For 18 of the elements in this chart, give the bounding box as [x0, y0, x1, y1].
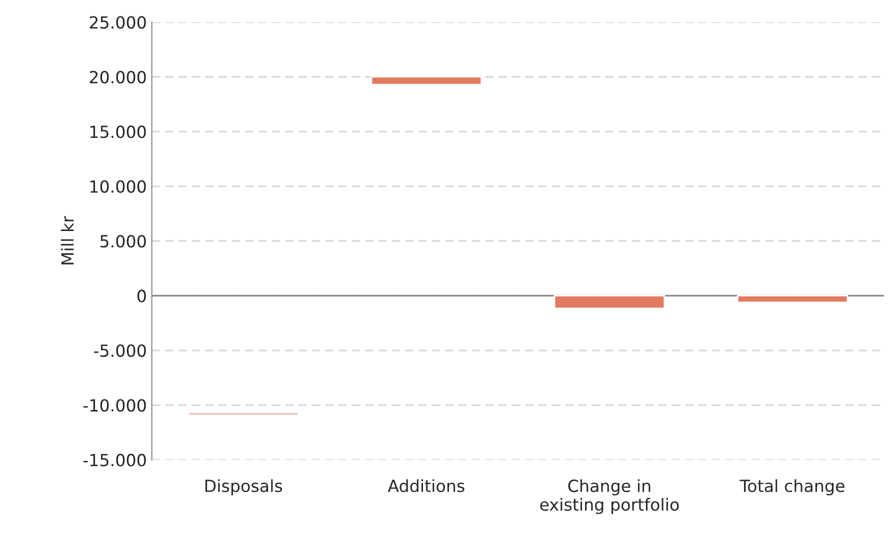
- x-tick-label: Total change: [740, 479, 844, 496]
- y-axis-title: Mill kr: [60, 216, 74, 264]
- bar: [188, 412, 299, 416]
- y-tick-label: 0: [137, 290, 146, 302]
- y-tick-label: 10.000: [90, 180, 146, 193]
- y-tick-label: 20.000: [90, 70, 146, 84]
- bar: [736, 295, 848, 303]
- bar: [370, 76, 482, 86]
- y-tick-label: 15.000: [90, 126, 146, 138]
- bar: [554, 295, 666, 309]
- y-tick-label: 5.000: [100, 234, 146, 248]
- x-tick-label: Disposals: [205, 479, 282, 496]
- x-tick-label: Additions: [388, 479, 464, 492]
- y-tick-label: -5.000: [94, 344, 146, 357]
- x-tick-label: Change in existing portfolio: [540, 479, 679, 514]
- y-tick-label: 25.000: [90, 16, 146, 29]
- y-tick-label: -15.000: [83, 454, 146, 466]
- y-tick-label: -10.000: [83, 399, 146, 412]
